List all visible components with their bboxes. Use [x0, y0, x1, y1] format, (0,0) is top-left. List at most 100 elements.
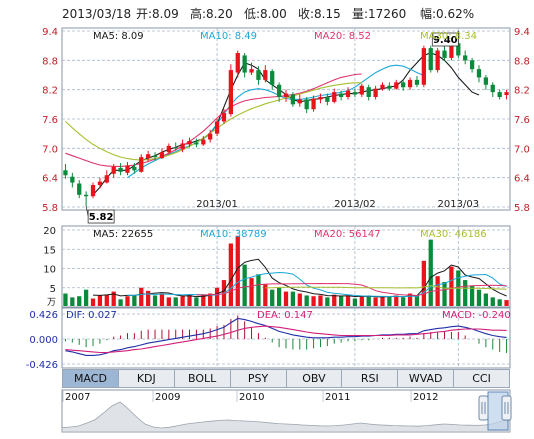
- tab-rsi[interactable]: RSI: [342, 370, 399, 387]
- candle-body: [276, 84, 282, 97]
- volume-bar: [70, 297, 75, 306]
- quote-header: 2013/03/18 开:8.09 高:8.20 低:8.00 收:8.15 量…: [62, 6, 474, 21]
- volume-bar: [490, 297, 495, 306]
- candle-body: [345, 90, 351, 97]
- candle-body: [139, 157, 144, 172]
- annotation-label: 5.82: [89, 212, 114, 223]
- tab-psy[interactable]: PSY: [231, 370, 287, 387]
- candle-body: [90, 185, 96, 197]
- price-ma30-line: [65, 82, 362, 161]
- volume-bar: [401, 297, 406, 306]
- candle-body: [380, 84, 385, 89]
- tab-kdj[interactable]: KDJ: [119, 370, 175, 387]
- volume-bar: [463, 280, 468, 306]
- macd-tick: 0.000: [29, 335, 58, 346]
- annotation-box: [87, 209, 115, 224]
- timeline-overview-area: [61, 401, 511, 433]
- volume-tick: 5: [50, 284, 56, 295]
- candle-body: [421, 48, 426, 85]
- timeline-left-handle[interactable]: [478, 395, 489, 421]
- volume-bar: [118, 299, 123, 306]
- volume-bar: [504, 300, 509, 306]
- tab-wvad[interactable]: WVAD: [398, 370, 455, 387]
- volume-tick: 10: [43, 265, 56, 276]
- price-legend-ma10: MA10: 8.49: [200, 31, 257, 42]
- volume-bar: [263, 283, 268, 306]
- price-tick-right: 6.4: [514, 174, 530, 185]
- candle-body: [125, 165, 130, 173]
- candle-body: [435, 50, 440, 71]
- candle-body: [373, 88, 378, 97]
- indicator-tabs: MACD KDJ BOLL PSY OBV RSI WVAD CCI: [62, 369, 510, 388]
- price-tick-left: 7.0: [42, 144, 58, 155]
- candle-body: [352, 92, 358, 95]
- candle-body: [456, 43, 461, 56]
- header-high: 高:8.20: [190, 6, 233, 21]
- date-tick-label: 2013/01: [196, 199, 238, 210]
- handle-grip: [478, 395, 489, 421]
- candle-body: [256, 70, 261, 80]
- volume-tick: 20: [43, 226, 56, 237]
- date-tick-label: 2013/03: [438, 199, 480, 210]
- handle-grip: [501, 395, 512, 421]
- volume-bar: [352, 298, 358, 306]
- candle-body: [332, 92, 337, 102]
- candle-body: [290, 94, 296, 105]
- price-tick-right: 7.0: [514, 144, 530, 155]
- price-tick-left: 6.4: [42, 174, 58, 185]
- dif-line: [65, 317, 507, 356]
- price-legend-ma30: MA30: 8.34: [420, 31, 477, 42]
- volume-bar: [476, 289, 482, 306]
- candle-body: [490, 84, 495, 93]
- volume-bar: [201, 295, 206, 306]
- candle-body: [387, 85, 392, 89]
- candle-body: [77, 183, 82, 195]
- macd-legend-dea: DEA: 0.147: [257, 310, 313, 321]
- volume-legend-ma30: MA30: 46186: [420, 229, 487, 240]
- candle-body: [366, 87, 371, 97]
- volume-panel: 20 15 10 5 万 MA5: 22655 MA10: 38789 MA20: 56147…: [43, 225, 511, 308]
- header-close: 收:8.15: [298, 7, 341, 21]
- candle-body: [297, 99, 302, 104]
- volume-bar: [421, 260, 426, 306]
- volume-bar: [297, 293, 302, 306]
- candle-body: [194, 142, 199, 145]
- volume-bar: [77, 296, 82, 306]
- candle-body: [463, 55, 468, 61]
- price-frame: [61, 27, 511, 211]
- macd-frame: [61, 307, 511, 369]
- price-tick-left: 7.6: [42, 115, 58, 126]
- volume-bar: [139, 287, 144, 306]
- volume-legend-ma10: MA10: 38789: [200, 229, 267, 240]
- candle-body: [394, 82, 399, 89]
- price-ma10-line: [127, 64, 425, 179]
- volume-bar: [345, 295, 351, 306]
- volume-bar: [497, 299, 502, 306]
- macd-tick: 0.426: [29, 310, 58, 321]
- candle-body: [497, 92, 502, 97]
- candle-body: [339, 93, 344, 97]
- volume-legend-ma20: MA20: 56147: [314, 229, 381, 240]
- timeline-year-label: 2012: [413, 392, 438, 403]
- volume-bar: [332, 294, 337, 306]
- volume-bar: [83, 289, 89, 306]
- timeline-right-handle[interactable]: [501, 395, 512, 421]
- candle-body: [304, 99, 309, 110]
- tab-macd[interactable]: MACD: [63, 370, 119, 387]
- header-date: 2013/03/18: [62, 7, 131, 21]
- timeline-navigator[interactable]: 2007 2009 2010 2011 2012: [61, 389, 512, 433]
- candle-body: [249, 69, 254, 73]
- candle-body: [159, 152, 165, 159]
- candle-body: [201, 139, 206, 145]
- price-tick-left: 5.8: [42, 203, 58, 214]
- header-change: 幅:0.62%: [420, 6, 474, 21]
- volume-bar: [407, 293, 413, 306]
- tab-obv[interactable]: OBV: [287, 370, 343, 387]
- volume-bar: [380, 297, 385, 306]
- tab-cci[interactable]: CCI: [472, 372, 491, 385]
- header-low: 低:8.00: [244, 7, 287, 21]
- volume-bar: [104, 294, 109, 306]
- volume-bar: [435, 276, 440, 306]
- candle-body: [469, 60, 475, 70]
- tab-boll[interactable]: BOLL: [175, 370, 231, 387]
